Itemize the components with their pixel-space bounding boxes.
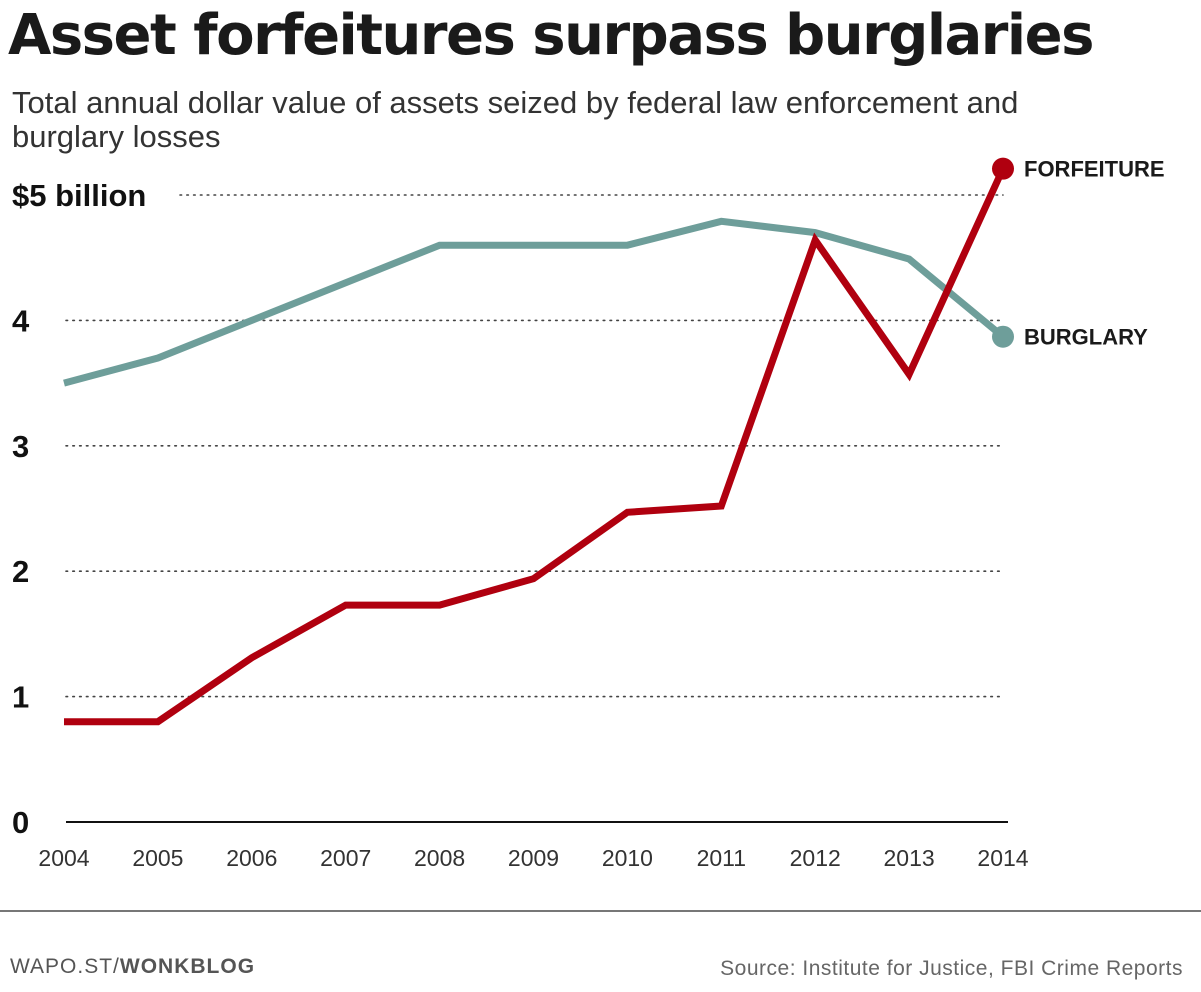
- y-axis-ticks: 0 1 2 3 4 $5 billion: [12, 178, 146, 840]
- credit-blog: WONKBLOG: [119, 955, 256, 978]
- line-chart: 0 1 2 3 4 $5 billion 2004 2005 2006 2007 2008 2009…: [12, 157, 1165, 871]
- x-tick-label: 2012: [790, 845, 841, 871]
- series-label-burglary: BURGLARY: [1024, 325, 1148, 350]
- y-tick-label: 0: [12, 805, 29, 840]
- x-tick-label: 2008: [414, 845, 465, 871]
- endpoint-marker-forfeiture: [992, 157, 1014, 180]
- x-tick-label: 2014: [977, 845, 1028, 871]
- y-tick-label: 2: [12, 554, 29, 589]
- series-line-forfeiture: [64, 167, 1007, 726]
- x-tick-label: 2004: [38, 845, 89, 871]
- x-tick-label: 2007: [320, 845, 371, 871]
- source-note: Source: Institute for Justice, FBI Crime…: [720, 957, 1183, 980]
- x-tick-label: 2013: [884, 845, 935, 871]
- x-tick-label: 2009: [508, 845, 559, 871]
- chart-subtitle: Total annual dollar value of assets seiz…: [12, 85, 1019, 154]
- y-tick-label: 4: [12, 303, 30, 338]
- series-labels: BURGLARY FORFEITURE: [1024, 157, 1165, 350]
- x-tick-label: 2005: [132, 845, 183, 871]
- y-tick-label: 1: [12, 680, 29, 715]
- gridlines: [65, 194, 1008, 823]
- x-tick-label: 2006: [226, 845, 277, 871]
- series-lines: [63, 157, 1014, 726]
- x-tick-label: 2011: [697, 845, 746, 871]
- endpoint-marker-burglary: [992, 325, 1014, 348]
- x-tick-label: 2010: [602, 845, 653, 871]
- x-axis-ticks: 2004 2005 2006 2007 2008 2009 2010 2011 2012 2013…: [38, 845, 1028, 871]
- y-tick-label: $5 billion: [12, 178, 146, 213]
- y-tick-label: 3: [12, 429, 29, 464]
- footer-divider: [0, 910, 1201, 912]
- credit-prefix: WAPO.ST/: [10, 955, 120, 978]
- series-line-burglary: [63, 217, 1006, 387]
- chart-title: Asset forfeitures surpass burglaries: [8, 3, 1094, 68]
- series-label-forfeiture: FORFEITURE: [1024, 157, 1165, 182]
- footer-credit[interactable]: WAPO.ST/WONKBLOG: [10, 955, 255, 979]
